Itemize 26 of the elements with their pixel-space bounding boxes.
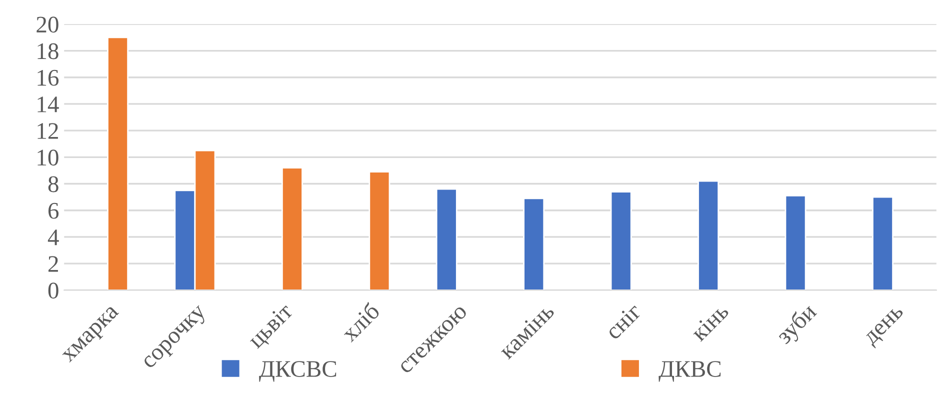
legend-label: ДКСВС (259, 361, 336, 382)
x-tick-label: зуби (774, 302, 821, 348)
y-tick-label: 0 (48, 282, 58, 299)
x-tick-label: день (864, 305, 908, 349)
y-tick-label: 10 (38, 150, 58, 166)
bar (107, 36, 128, 290)
x-tick-label: кінь (690, 302, 730, 342)
y-tick-label: 2 (48, 256, 58, 272)
y-tick-label: 8 (48, 176, 58, 192)
y-tick-label: 6 (48, 202, 59, 219)
bar (523, 198, 545, 290)
x-tick-label: сніг (604, 302, 642, 340)
y-tick-label: 4 (48, 230, 59, 246)
y-tick-label: 14 (38, 96, 59, 112)
y-tick-label: 12 (38, 123, 58, 139)
bar (368, 171, 390, 290)
bar (610, 191, 632, 290)
y-tick-label: 18 (38, 43, 58, 60)
y-tick-label: 16 (38, 70, 59, 86)
bar (436, 188, 458, 290)
legend-label: ДКВС (658, 361, 721, 382)
bar (282, 167, 303, 290)
bar (698, 180, 720, 290)
bar (784, 195, 806, 290)
y-tick-label: 20 (36, 16, 58, 33)
bar (872, 196, 894, 290)
